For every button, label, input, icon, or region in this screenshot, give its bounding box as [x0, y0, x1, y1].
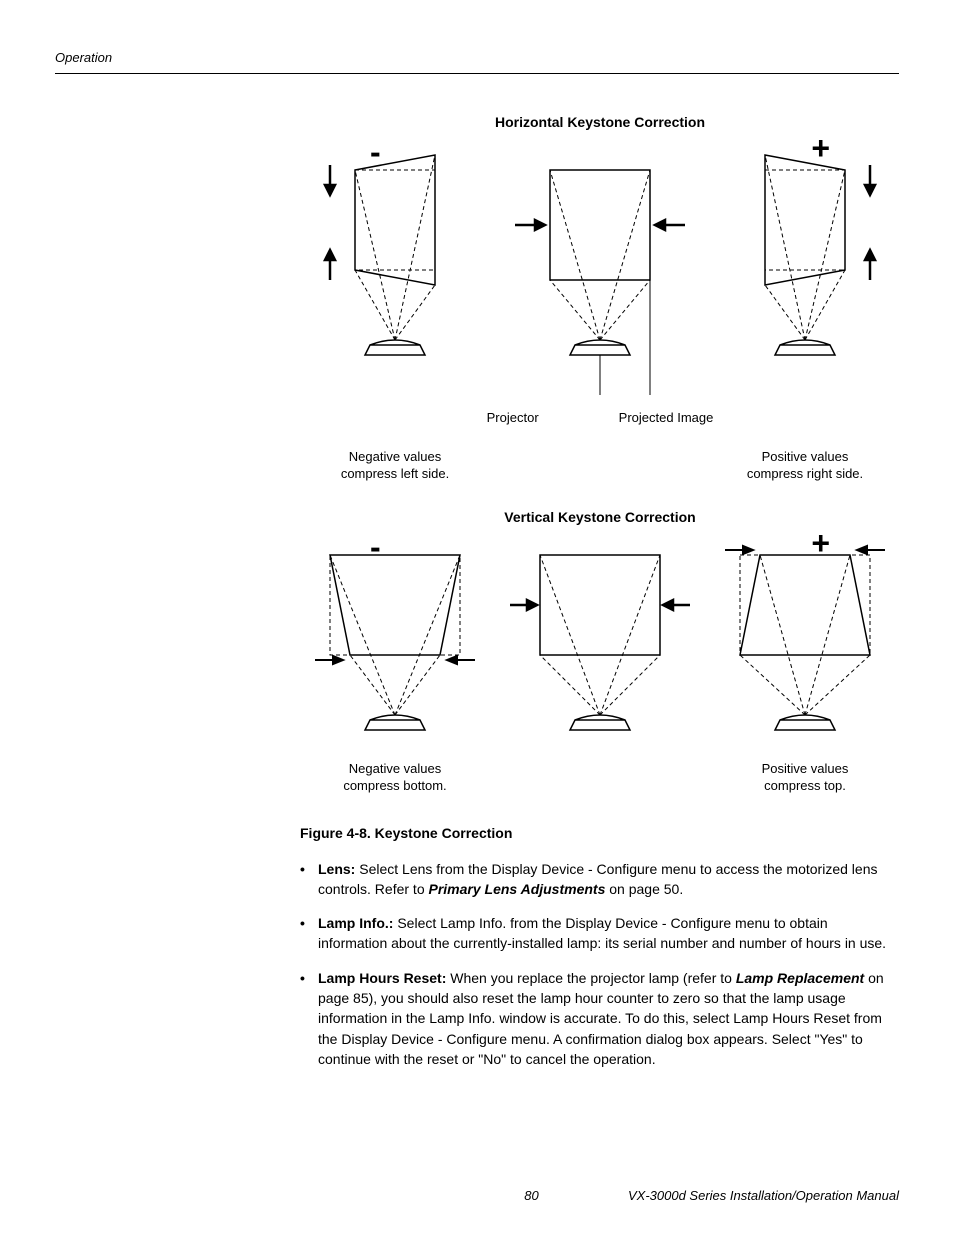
h-center-diagram [505, 140, 695, 385]
v-pos-diagram [710, 535, 900, 760]
horizontal-diagrams: - + [300, 140, 900, 380]
v-center-diagram [505, 535, 695, 760]
label-image: Projected Image [619, 410, 714, 425]
bullet-lamp-info: Lamp Info.: Select Lamp Info. from the D… [300, 913, 900, 954]
manual-title: VX-3000d Series Installation/Operation M… [628, 1188, 899, 1203]
bullet-list: Lens: Select Lens from the Display Devic… [300, 859, 900, 1070]
bullet-lens: Lens: Select Lens from the Display Devic… [300, 859, 900, 900]
h-neg-diagram [300, 140, 490, 385]
v-captions: Negative values compress bottom. Positiv… [300, 755, 900, 795]
page-number: 80 [524, 1188, 538, 1203]
header-section: Operation [55, 50, 899, 65]
h-pos-caption: Positive values compress right side. [710, 449, 900, 483]
vertical-title: Vertical Keystone Correction [300, 509, 900, 525]
h-labels: Projector Projected Image [300, 410, 900, 425]
header-rule [55, 73, 899, 74]
h-captions: Negative values compress left side. Posi… [300, 443, 900, 483]
content-area: Horizontal Keystone Correction - + [300, 114, 900, 1069]
h-neg-caption: Negative values compress left side. [300, 449, 490, 483]
footer: 80 VX-3000d Series Installation/Operatio… [55, 1188, 899, 1203]
label-projector: Projector [487, 410, 539, 425]
v-pos-caption: Positive values compress top. [710, 761, 900, 795]
v-neg-caption: Negative values compress bottom. [300, 761, 490, 795]
v-neg-diagram [300, 535, 490, 760]
figure-label: Figure 4-8. Keystone Correction [300, 825, 900, 841]
bullet-lamp-reset: Lamp Hours Reset: When you replace the p… [300, 968, 900, 1069]
vertical-diagrams: - + [300, 535, 900, 755]
horizontal-title: Horizontal Keystone Correction [300, 114, 900, 130]
h-pos-diagram [710, 140, 900, 385]
